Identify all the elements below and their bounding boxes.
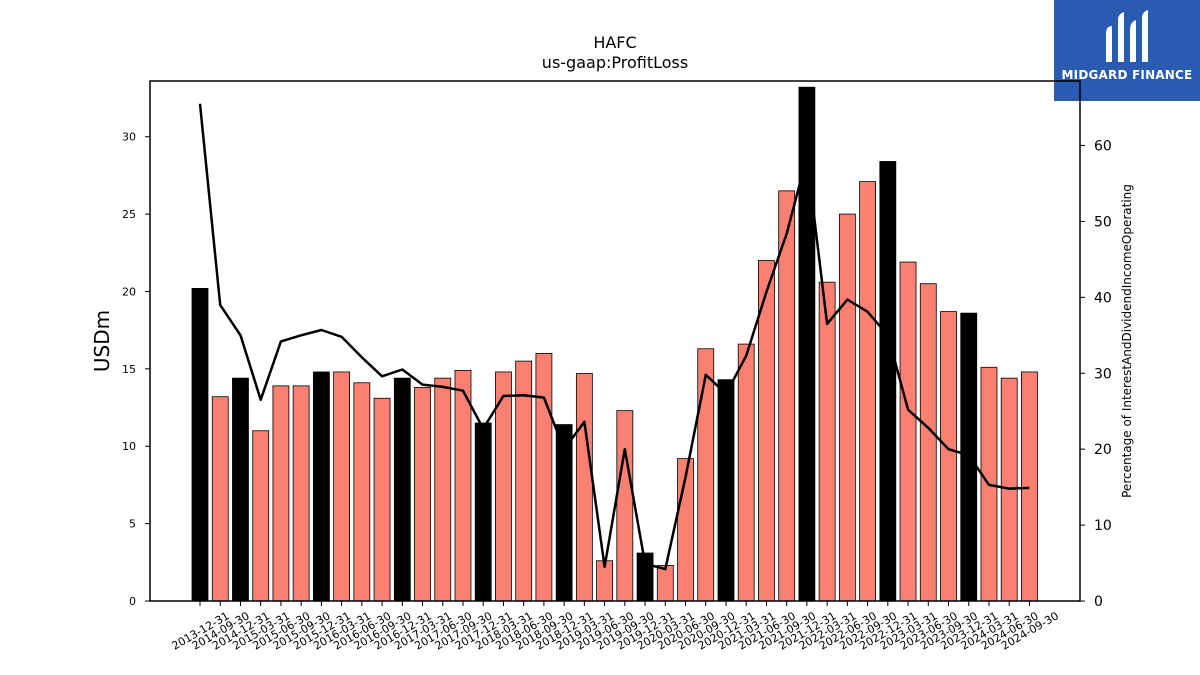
- bar-2014-09-30: [211, 396, 229, 602]
- bar-2022-06-30: [838, 213, 856, 602]
- bar-2024-09-30: [1021, 371, 1038, 602]
- chart-title: HAFC: [593, 33, 636, 52]
- bar-2017-06-30: [434, 377, 452, 602]
- bar-2023-06-30: [919, 283, 937, 602]
- brand-name: MIDGARD FINANCE: [1061, 68, 1193, 82]
- y-tick-label: 30: [122, 131, 136, 144]
- bar-2015-12-31: [312, 371, 330, 602]
- y2-tick-label: 10: [1094, 518, 1112, 534]
- y2-tick-label: 60: [1094, 139, 1112, 155]
- brand-logo: MIDGARD FINANCE: [1054, 0, 1200, 101]
- x-axis-ticks: 2013-12-312014-09-302014-12-312015-03-31…: [170, 601, 1061, 653]
- bar-2018-09-30: [535, 352, 553, 602]
- bar-2021-03-31: [737, 343, 755, 602]
- chart-subtitle: us-gaap:ProfitLoss: [542, 53, 688, 72]
- bar-2016-06-30: [353, 382, 371, 602]
- y-tick-label: 10: [122, 440, 136, 453]
- bar-2022-12-31: [879, 161, 897, 602]
- bar-2015-03-31: [252, 430, 270, 602]
- y2-tick-label: 50: [1094, 214, 1112, 230]
- bar-2016-03-31: [333, 371, 351, 602]
- bar-2022-09-30: [859, 181, 876, 602]
- y2-tick-label: 0: [1094, 594, 1103, 610]
- bar-2016-12-31: [393, 377, 411, 602]
- bar-2020-03-31: [656, 565, 674, 602]
- y2-tick-label: 30: [1094, 366, 1112, 382]
- y-tick-label: 15: [122, 363, 136, 376]
- plot-frame: [149, 80, 1081, 602]
- y-tick-label: 25: [122, 208, 136, 221]
- bar-2019-09-30: [616, 410, 634, 602]
- bar-2017-09-30: [454, 370, 472, 602]
- bar-2023-03-31: [899, 261, 917, 602]
- y-axis-label: USDm: [90, 310, 114, 372]
- bar-2014-12-31: [232, 377, 249, 602]
- y-axis-ticks: 0 5 10 15 20 25 30: [122, 131, 150, 608]
- bar-2015-09-30: [292, 385, 310, 602]
- bar-2017-12-31: [474, 422, 492, 602]
- bar-2023-09-30: [940, 311, 957, 602]
- bar-2016-09-30: [373, 397, 391, 602]
- y-tick-label: 20: [122, 285, 136, 298]
- bar-2015-06-30: [272, 385, 290, 602]
- bar-2018-12-31: [555, 424, 573, 602]
- y-tick-label: 5: [129, 518, 136, 531]
- series-line: [198, 103, 1030, 571]
- bar-2020-12-31: [717, 379, 735, 602]
- bar-2022-03-31: [818, 281, 836, 602]
- y2-tick-label: 20: [1094, 442, 1112, 458]
- y2-tick-label: 40: [1094, 290, 1112, 306]
- y2-axis-ticks: 0 10 20 30 40 50 60: [1080, 139, 1112, 610]
- bar-2013-12-31: [191, 287, 209, 602]
- brand-mark-icon: [1106, 10, 1148, 62]
- bar-2017-03-31: [414, 387, 431, 602]
- bar-2020-09-30: [697, 348, 715, 602]
- y2-axis-label: Percentage of InterestAndDividendIncomeO…: [1120, 184, 1134, 498]
- bar-2019-03-31: [575, 373, 593, 602]
- line-layer: [198, 103, 1030, 571]
- bars: [191, 86, 1038, 602]
- y-tick-label: 0: [129, 595, 136, 608]
